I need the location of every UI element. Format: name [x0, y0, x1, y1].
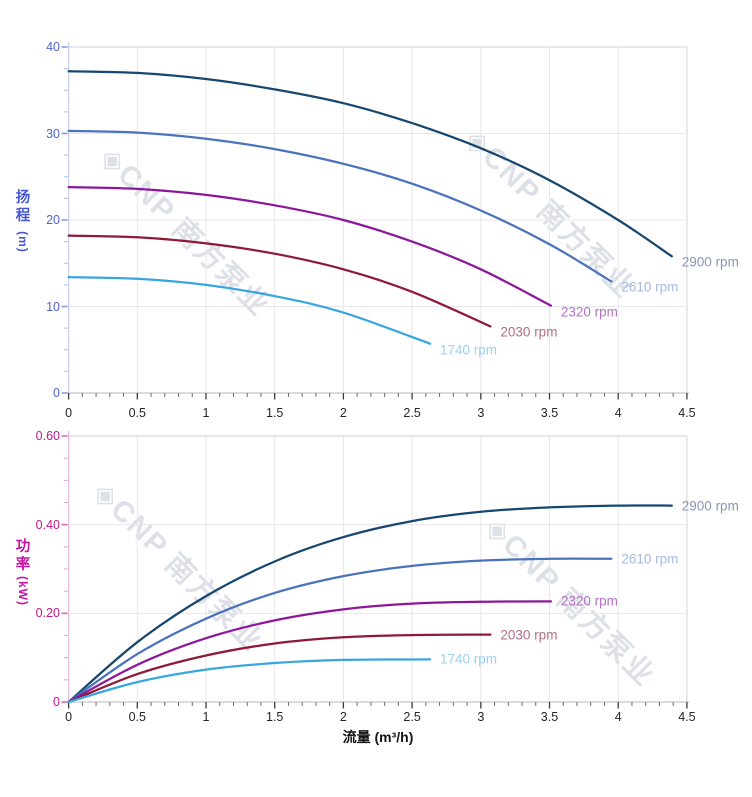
curve-head-2320 [67, 185, 553, 307]
flow-axis-title: 流量 (m³/h) [342, 729, 414, 745]
curve-head-1740 [67, 275, 432, 345]
power-axis-char-2: 率 [15, 557, 31, 573]
curve-power-2320 [67, 600, 553, 704]
curve-head-2030 [67, 234, 492, 328]
curve-power-1740 [67, 658, 432, 704]
power-axis-unit: (kW) [16, 576, 30, 606]
curve-head-2900 [67, 70, 673, 258]
curve-head-2610 [67, 129, 613, 283]
head-axis-char-1: 扬 [15, 190, 31, 206]
curve-power-2030 [67, 633, 492, 704]
power-axis-title: 功 率 (kW) [8, 538, 38, 606]
curve-power-2610 [67, 557, 613, 704]
power-axis-char-1: 功 [15, 539, 31, 555]
head-axis-title: 扬 程 (m) [8, 189, 38, 253]
head-axis-char-2: 程 [15, 208, 31, 224]
head-axis-unit: (m) [15, 231, 30, 253]
curve-power-2900 [67, 504, 673, 704]
